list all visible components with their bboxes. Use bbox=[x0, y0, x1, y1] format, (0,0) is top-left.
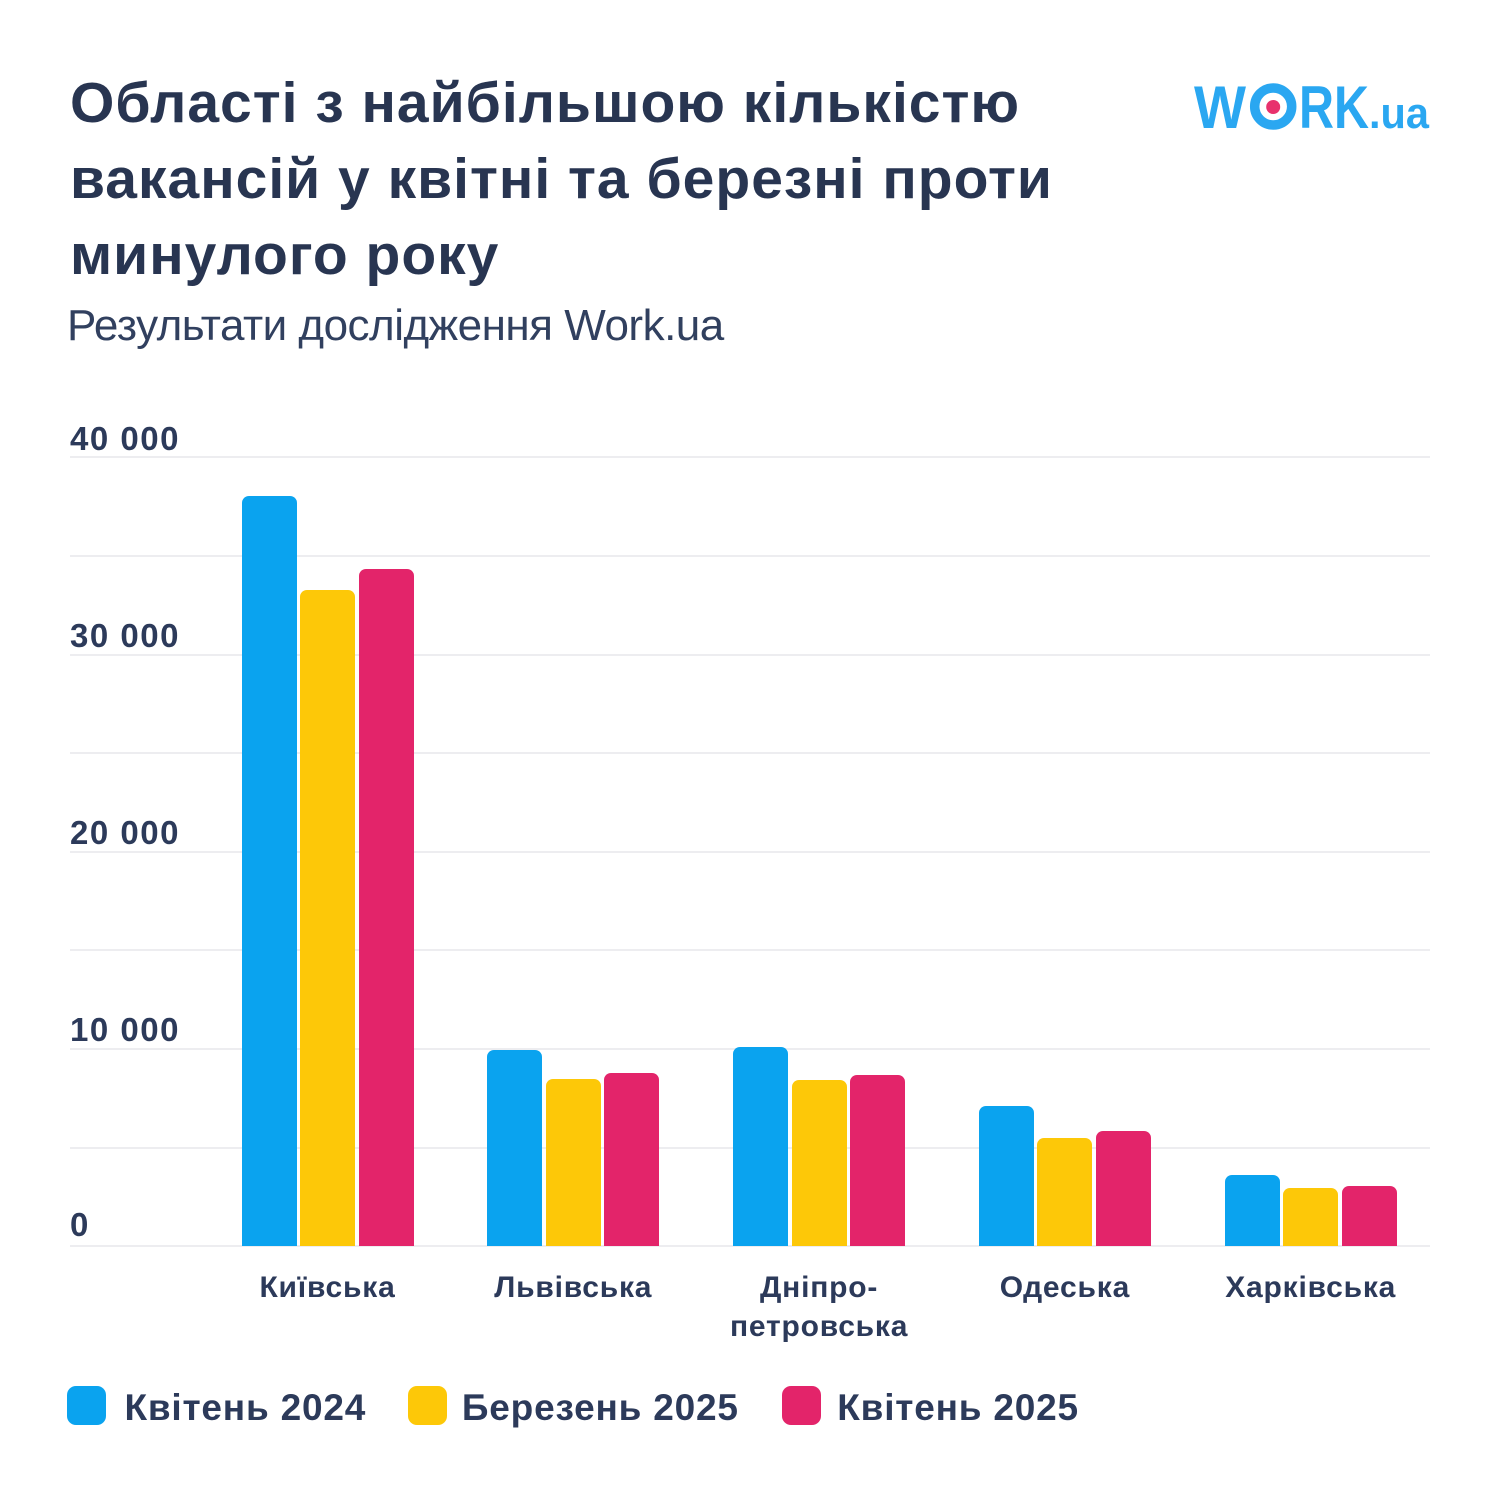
svg-text:RK: RK bbox=[1299, 75, 1369, 135]
svg-text:W: W bbox=[1194, 75, 1246, 135]
svg-text:.ua: .ua bbox=[1369, 89, 1429, 135]
